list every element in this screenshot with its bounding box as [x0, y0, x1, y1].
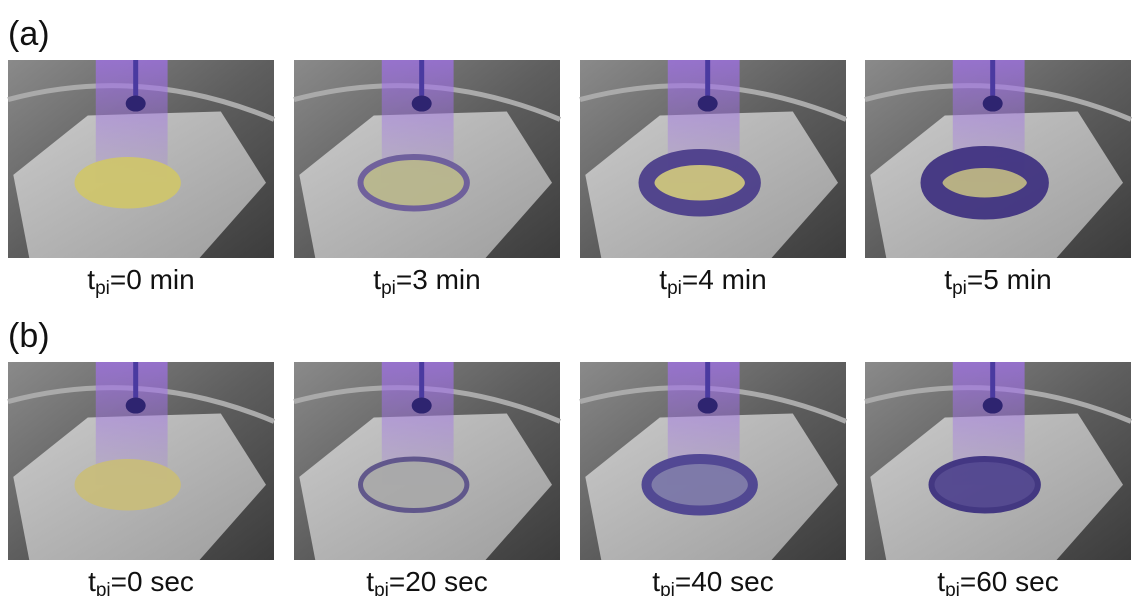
caption-subscript: pi	[96, 580, 111, 596]
nozzle-tip	[983, 96, 1003, 112]
panel-label: (a)	[8, 15, 50, 53]
droplet	[75, 157, 181, 208]
caption: tpi=60 sec	[937, 566, 1058, 596]
caption: tpi=3 min	[373, 264, 480, 299]
caption-subscript: pi	[952, 278, 967, 299]
nozzle-tip	[126, 398, 146, 414]
droplet	[361, 157, 467, 208]
caption: tpi=40 sec	[652, 566, 773, 596]
caption-text: =20 sec	[389, 566, 488, 596]
caption-text: =0 min	[110, 264, 195, 295]
caption-subscript: pi	[660, 580, 675, 596]
photo	[294, 362, 560, 560]
photo	[865, 60, 1131, 258]
figure: (a) tpi=0 min tpi=3 min tpi=4 min tpi=5 min (…	[0, 0, 1133, 596]
caption-text: =0 sec	[111, 566, 194, 596]
panel-label: (b)	[8, 317, 50, 355]
droplet	[932, 459, 1038, 510]
caption: tpi=4 min	[659, 264, 766, 299]
caption: tpi=5 min	[944, 264, 1051, 299]
photo	[580, 60, 846, 258]
caption: tpi=0 min	[87, 264, 194, 299]
caption-subscript: pi	[381, 278, 396, 299]
photo	[8, 60, 274, 258]
nozzle-tip	[983, 398, 1003, 414]
caption-text: =60 sec	[960, 566, 1059, 596]
photo	[580, 362, 846, 560]
caption: tpi=0 sec	[88, 566, 194, 596]
photo	[865, 362, 1131, 560]
nozzle-tip	[698, 96, 718, 112]
nozzle-tip	[126, 96, 146, 112]
photo	[294, 60, 560, 258]
caption-subscript: pi	[95, 278, 110, 299]
droplet	[932, 157, 1038, 208]
caption-subscript: pi	[667, 278, 682, 299]
caption-text: =4 min	[682, 264, 767, 295]
caption-subscript: pi	[945, 580, 960, 596]
droplet	[75, 459, 181, 510]
droplet	[361, 459, 467, 510]
caption-text: =5 min	[967, 264, 1052, 295]
caption-subscript: pi	[374, 580, 389, 596]
nozzle-tip	[698, 398, 718, 414]
caption-text: =3 min	[396, 264, 481, 295]
droplet	[647, 459, 753, 510]
caption: tpi=20 sec	[366, 566, 487, 596]
nozzle-tip	[412, 96, 432, 112]
nozzle-tip	[412, 398, 432, 414]
photo	[8, 362, 274, 560]
droplet	[647, 157, 753, 208]
caption-text: =40 sec	[675, 566, 774, 596]
